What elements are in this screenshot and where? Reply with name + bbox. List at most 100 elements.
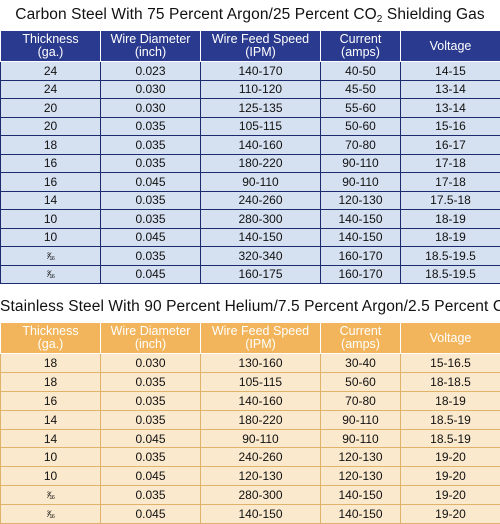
wire-diameter-cell: 0.035 xyxy=(101,247,201,266)
current-cell: 70-80 xyxy=(321,391,401,410)
thickness-cell: ³⁄₁₆ xyxy=(1,505,101,524)
thickness-cell: 16 xyxy=(1,154,101,173)
current-cell: 50-60 xyxy=(321,117,401,136)
current-cell: 55-60 xyxy=(321,99,401,118)
wire-feed-speed-cell: 320-340 xyxy=(201,247,321,266)
voltage-cell: 18-19 xyxy=(401,228,500,247)
stainless-steel-section: Stainless Steel With 90 Percent Helium/7… xyxy=(0,292,500,524)
wire-diameter-cell: 0.045 xyxy=(101,429,201,448)
thickness-cell: 20 xyxy=(1,99,101,118)
stainless-steel-table: Thickness(ga.) Wire Diameter(inch) Wire … xyxy=(0,322,500,524)
wire-feed-speed-cell: 280-300 xyxy=(201,486,321,505)
voltage-cell: 18.5-19.5 xyxy=(401,247,500,266)
wire-diameter-cell: 0.045 xyxy=(101,505,201,524)
wire-feed-speed-cell: 90-110 xyxy=(201,173,321,192)
thickness-cell: 24 xyxy=(1,62,101,81)
wire-diameter-cell: 0.045 xyxy=(101,265,201,284)
wire-feed-speed-cell: 130-160 xyxy=(201,354,321,373)
current-cell: 50-60 xyxy=(321,372,401,391)
thickness-cell: 20 xyxy=(1,117,101,136)
voltage-cell: 17-18 xyxy=(401,154,500,173)
header-wire-diameter: Wire Diameter(inch) xyxy=(101,323,201,354)
wire-diameter-cell: 0.035 xyxy=(101,117,201,136)
carbon-title-text: Carbon Steel With 75 Percent Argon/25 Pe… xyxy=(15,6,377,23)
thickness-cell: 18 xyxy=(1,136,101,155)
current-cell: 90-110 xyxy=(321,173,401,192)
wire-diameter-cell: 0.045 xyxy=(101,228,201,247)
current-cell: 90-110 xyxy=(321,429,401,448)
current-cell: 40-50 xyxy=(321,62,401,81)
header-wire-diameter: Wire Diameter(inch) xyxy=(101,31,201,62)
current-cell: 140-150 xyxy=(321,505,401,524)
carbon-steel-title: Carbon Steel With 75 Percent Argon/25 Pe… xyxy=(0,0,500,30)
voltage-cell: 18.5-19 xyxy=(401,410,500,429)
wire-feed-speed-cell: 140-160 xyxy=(201,391,321,410)
header-current: Current(amps) xyxy=(321,31,401,62)
thickness-cell: 24 xyxy=(1,80,101,99)
voltage-cell: 17-18 xyxy=(401,173,500,192)
voltage-cell: 18.5-19.5 xyxy=(401,265,500,284)
wire-diameter-cell: 0.030 xyxy=(101,80,201,99)
thickness-cell: 10 xyxy=(1,210,101,229)
header-wire-feed-speed: Wire Feed Speed(IPM) xyxy=(201,323,321,354)
current-cell: 90-110 xyxy=(321,410,401,429)
thickness-cell: 16 xyxy=(1,391,101,410)
voltage-cell: 17.5-18 xyxy=(401,191,500,210)
voltage-cell: 13-14 xyxy=(401,80,500,99)
wire-feed-speed-cell: 140-150 xyxy=(201,505,321,524)
current-cell: 90-110 xyxy=(321,154,401,173)
thickness-cell: 10 xyxy=(1,467,101,486)
current-cell: 160-170 xyxy=(321,265,401,284)
section-gap xyxy=(0,284,500,292)
current-cell: 30-40 xyxy=(321,354,401,373)
thickness-cell: 10 xyxy=(1,228,101,247)
wire-feed-speed-cell: 160-175 xyxy=(201,265,321,284)
thickness-cell: 14 xyxy=(1,429,101,448)
wire-feed-speed-cell: 120-130 xyxy=(201,467,321,486)
carbon-header-row: Thickness(ga.) Wire Diameter(inch) Wire … xyxy=(1,31,500,62)
wire-feed-speed-cell: 280-300 xyxy=(201,210,321,229)
voltage-cell: 15-16 xyxy=(401,117,500,136)
thickness-cell: 16 xyxy=(1,173,101,192)
wire-diameter-cell: 0.035 xyxy=(101,410,201,429)
wire-diameter-cell: 0.045 xyxy=(101,173,201,192)
current-cell: 120-130 xyxy=(321,467,401,486)
wire-feed-speed-cell: 105-115 xyxy=(201,372,321,391)
wire-diameter-cell: 0.030 xyxy=(101,354,201,373)
current-cell: 140-150 xyxy=(321,486,401,505)
voltage-cell: 18-19 xyxy=(401,210,500,229)
header-wire-feed-speed: Wire Feed Speed(IPM) xyxy=(201,31,321,62)
current-cell: 160-170 xyxy=(321,247,401,266)
thickness-cell: 14 xyxy=(1,191,101,210)
voltage-cell: 15-16.5 xyxy=(401,354,500,373)
voltage-cell: 18-18.5 xyxy=(401,372,500,391)
wire-diameter-cell: 0.023 xyxy=(101,62,201,81)
current-cell: 140-150 xyxy=(321,228,401,247)
voltage-cell: 18-19 xyxy=(401,391,500,410)
wire-diameter-cell: 0.035 xyxy=(101,448,201,467)
wire-feed-speed-cell: 140-170 xyxy=(201,62,321,81)
wire-diameter-cell: 0.030 xyxy=(101,99,201,118)
wire-diameter-cell: 0.035 xyxy=(101,210,201,229)
wire-feed-speed-cell: 90-110 xyxy=(201,429,321,448)
wire-feed-speed-cell: 180-220 xyxy=(201,154,321,173)
wire-diameter-cell: 0.045 xyxy=(101,467,201,486)
wire-feed-speed-cell: 140-150 xyxy=(201,228,321,247)
